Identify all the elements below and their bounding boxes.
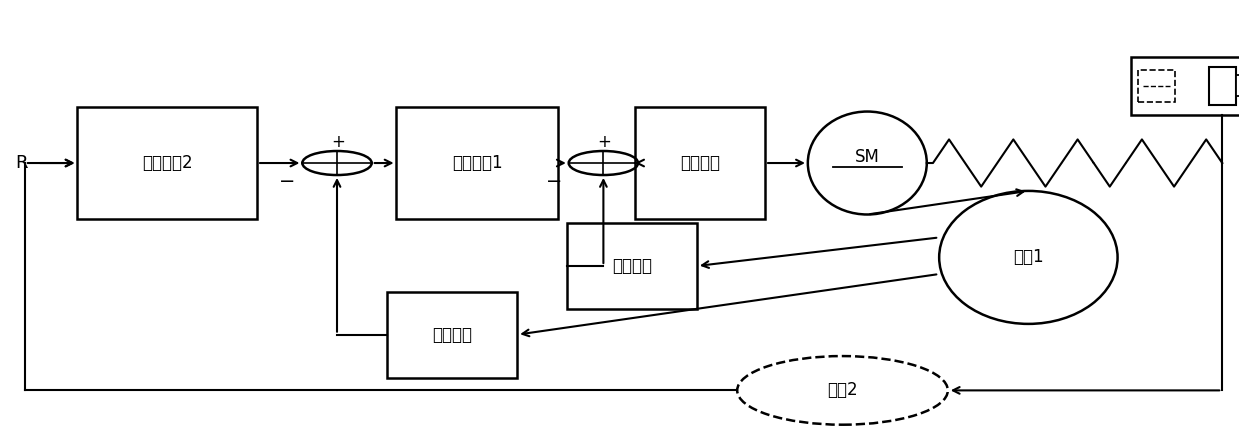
Text: SM: SM [855,148,880,166]
Text: 位置反馈: 位置反馈 [432,326,472,344]
Bar [78,107,258,219]
Text: R: R [15,154,27,172]
Bar [1137,70,1176,102]
Text: 位置调节2: 位置调节2 [142,154,192,172]
Text: −: − [545,172,563,191]
Bar [634,107,764,219]
Text: 位置调节1: 位置调节1 [452,154,502,172]
Text: 速度伺服: 速度伺服 [680,154,720,172]
Text: 检测1: 检测1 [1014,248,1043,266]
Bar [1209,67,1237,105]
Text: 检测2: 检测2 [828,381,857,399]
Text: −: − [279,172,296,191]
Bar [387,292,518,378]
Bar [1237,76,1239,96]
Bar [396,107,558,219]
Bar [1130,57,1239,115]
Text: 速度反馈: 速度反馈 [612,257,652,275]
Bar [566,223,696,309]
Text: +: + [331,133,346,151]
Text: +: + [597,133,612,151]
